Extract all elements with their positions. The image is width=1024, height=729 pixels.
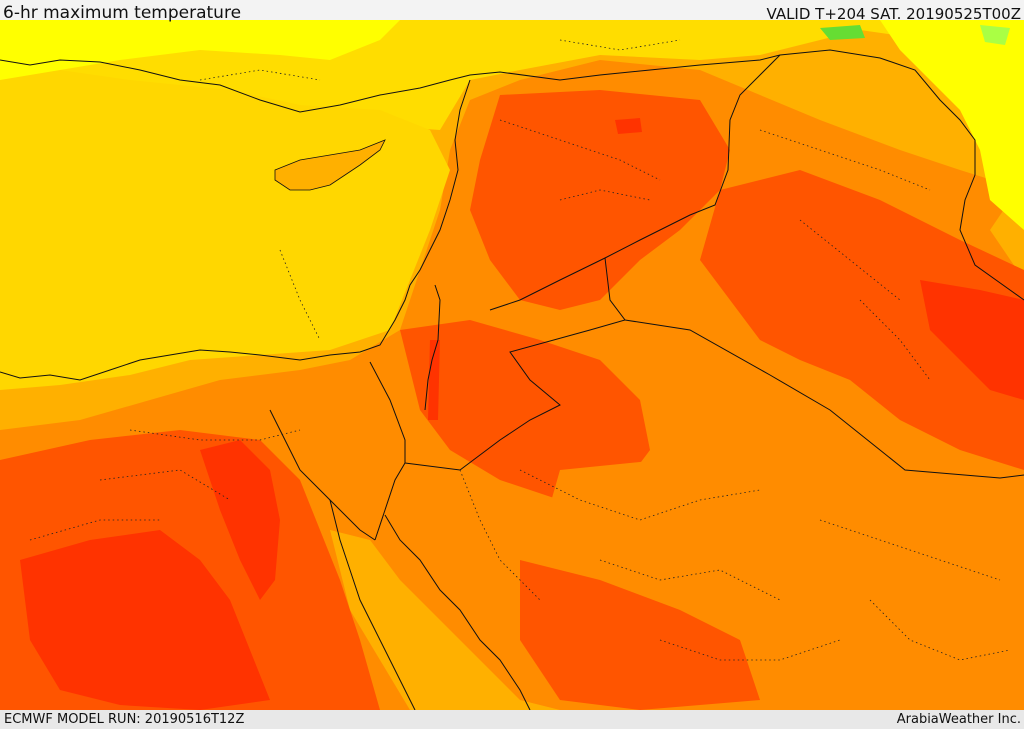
border-iraq-iran xyxy=(779,49,1024,301)
coastline-turkey xyxy=(0,54,781,113)
map-title: 6-hr maximum temperature xyxy=(3,3,242,23)
credit-label: ArabiaWeather Inc. xyxy=(896,712,1021,727)
zone-red-syria-core xyxy=(615,118,642,134)
footer-bar xyxy=(0,710,1024,729)
zone-dark-orange-jordan xyxy=(400,320,650,500)
zone-dark-orange-saudi xyxy=(520,560,760,710)
header-bar xyxy=(0,0,1024,20)
border-iraq-saudi xyxy=(624,319,1024,479)
zone-red-nile xyxy=(200,440,280,600)
country-borders xyxy=(0,49,1024,710)
border-egypt-israel xyxy=(369,361,406,541)
zone-red-iraq-se xyxy=(920,280,1024,400)
zone-red-egypt xyxy=(20,530,270,710)
zone-green-ne xyxy=(980,25,1010,45)
border-syria-iraq xyxy=(489,54,781,311)
coastline-dead-sea xyxy=(424,284,441,411)
model-run-label: ECMWF MODEL RUN: 20190516T12Z xyxy=(4,712,245,727)
zone-yellow-med xyxy=(0,70,450,390)
zone-orange-saudi xyxy=(540,460,1024,710)
valid-time: VALID T+204 SAT. 20190525T00Z xyxy=(766,5,1021,23)
zone-green-spot xyxy=(820,25,865,40)
island-cyprus xyxy=(274,139,386,191)
zone-light-orange-redsea xyxy=(330,530,560,710)
zone-dark-orange-levant xyxy=(470,90,730,310)
zone-yellow-ne xyxy=(880,20,1024,230)
border-jordan xyxy=(404,257,626,471)
coastline-sinai-west xyxy=(269,409,376,541)
zone-red-dead-sea xyxy=(428,340,440,420)
coastline-levant xyxy=(0,79,471,381)
zone-yellow-north xyxy=(0,20,400,80)
coastline-red-sea-west xyxy=(329,499,416,710)
zone-dark-orange-iraq xyxy=(700,170,1024,470)
temperature-map xyxy=(0,20,1024,710)
province-borders xyxy=(29,39,1011,661)
coastline-red-sea-east xyxy=(384,514,531,710)
